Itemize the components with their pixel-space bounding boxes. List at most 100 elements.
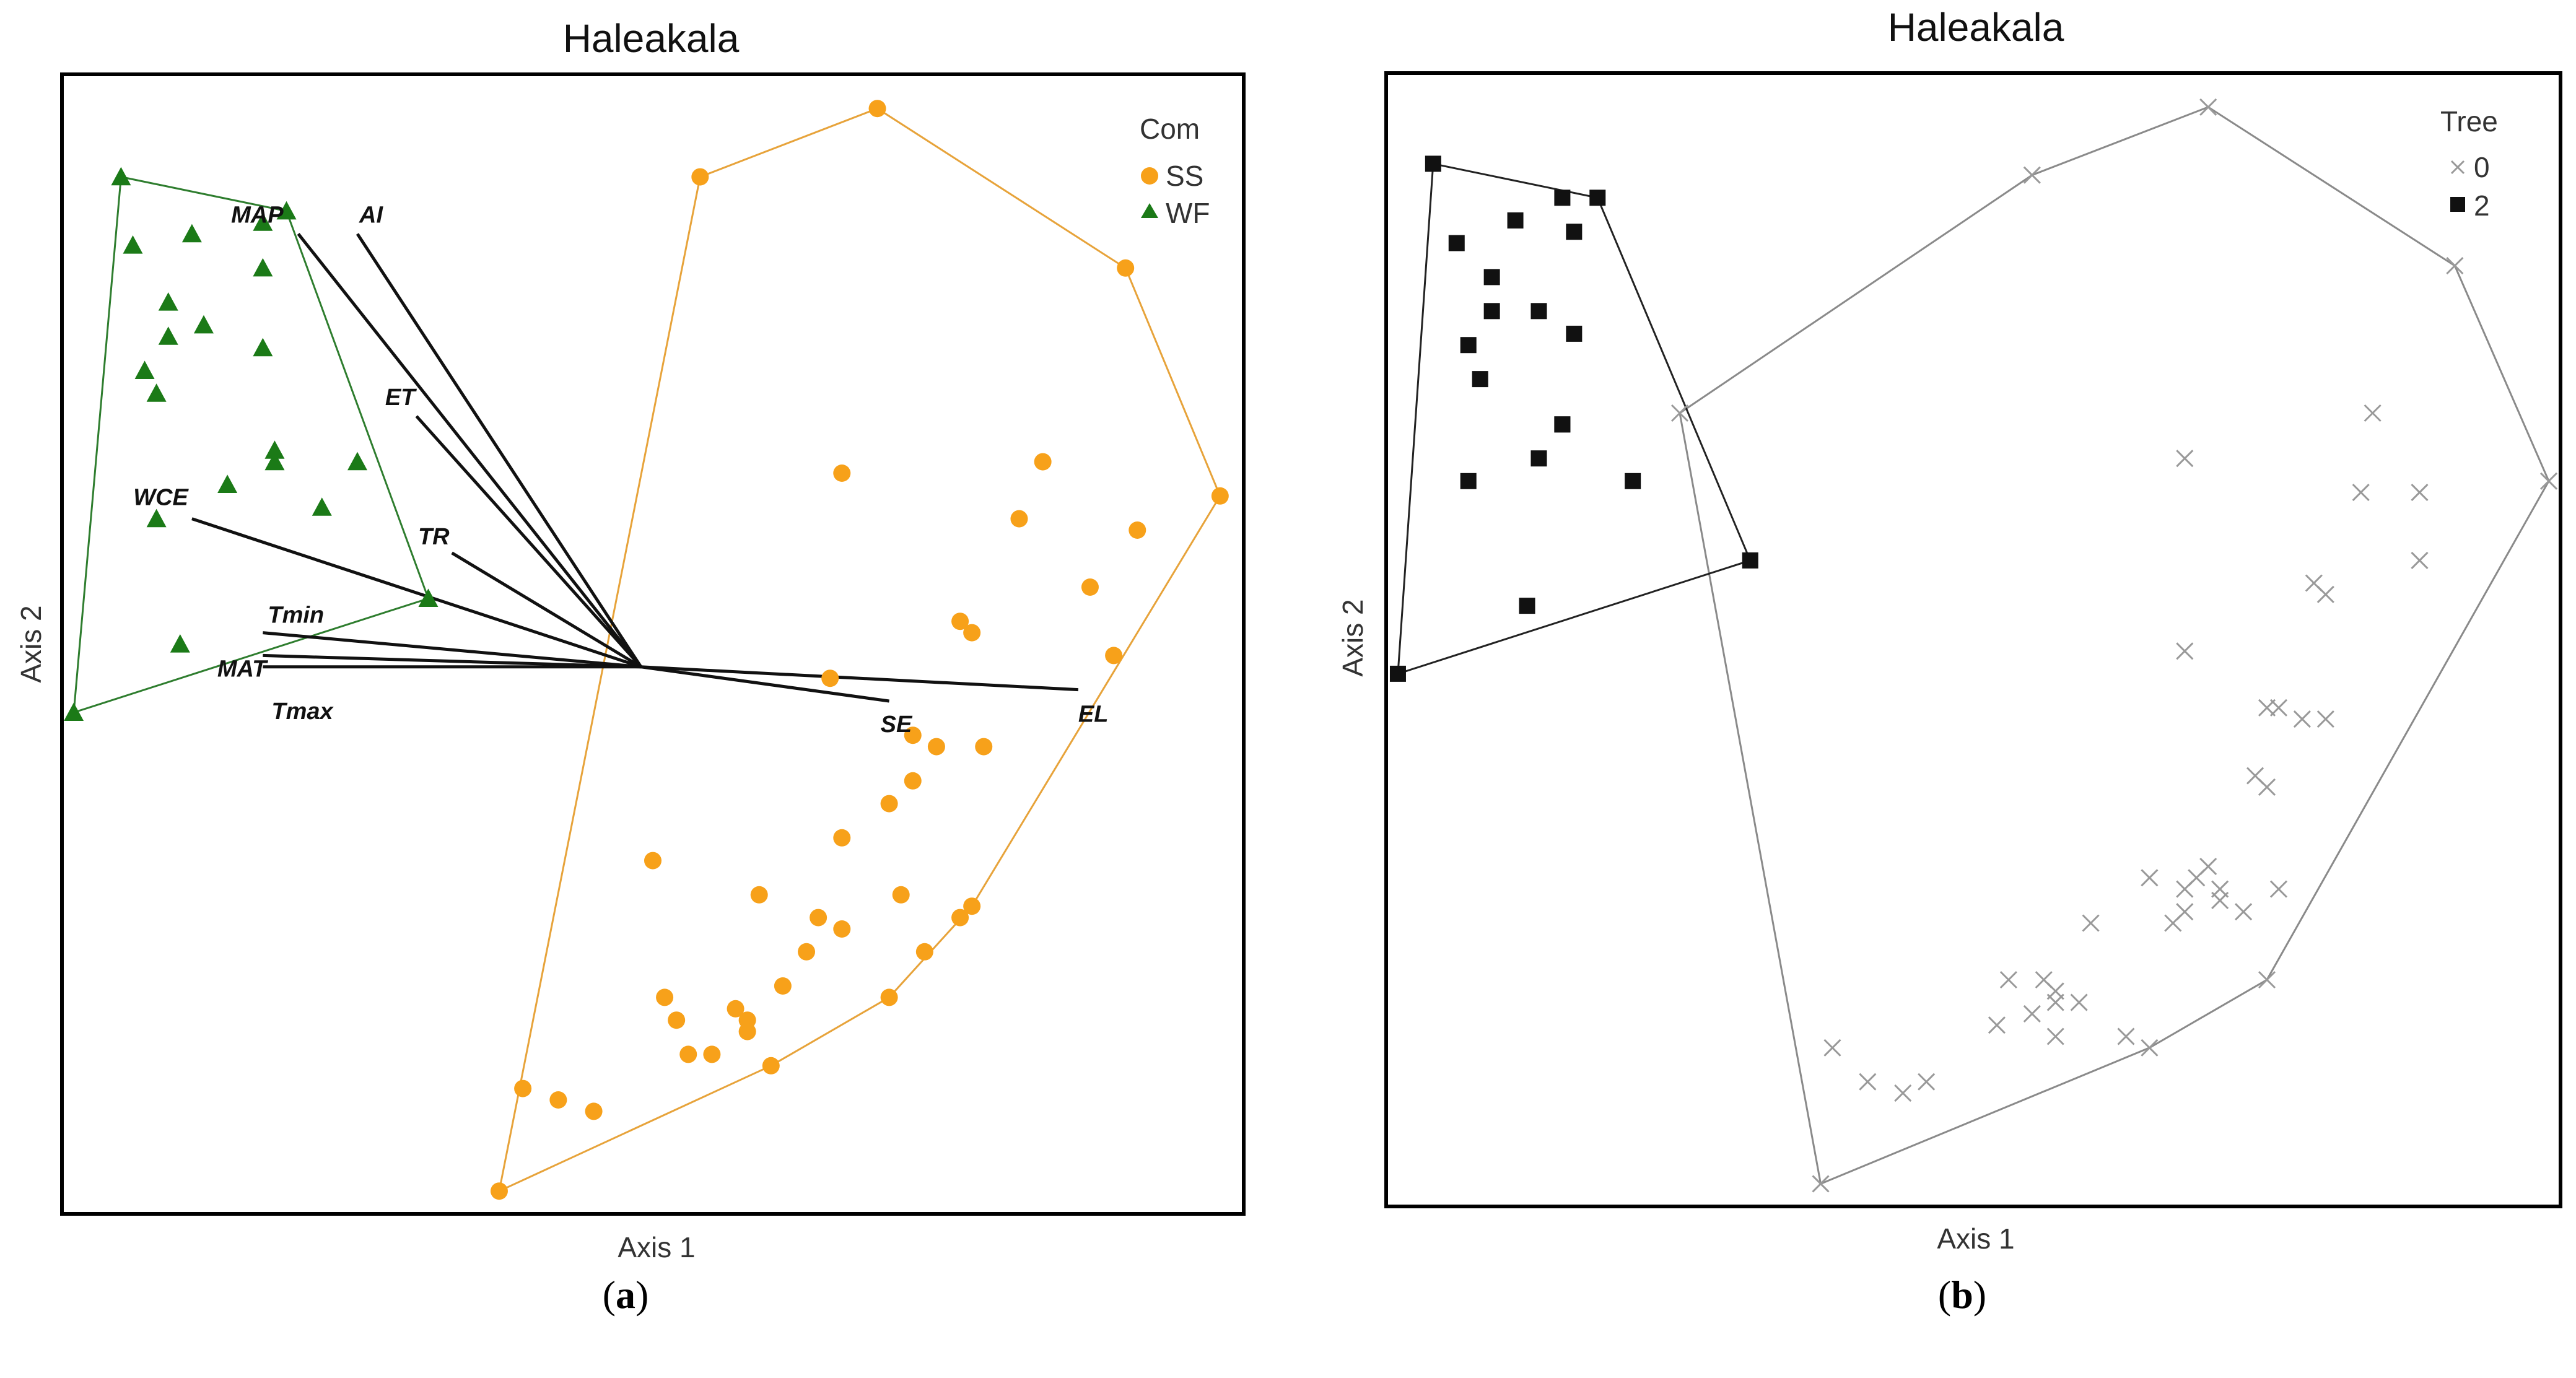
point-0-2 — [2446, 257, 2464, 275]
point-0-32 — [2023, 1005, 2041, 1023]
point-wf-8 — [158, 326, 178, 345]
point-2-3 — [1507, 212, 1524, 229]
panel-a-vectors — [191, 233, 1079, 703]
point-ss-3 — [1211, 487, 1229, 505]
point-ss-34 — [738, 1023, 756, 1040]
point-0-45 — [1670, 404, 1689, 422]
panel-a-hulls — [72, 107, 1221, 1193]
point-wf-17 — [146, 508, 167, 528]
panel-b-legend-title: Tree — [2440, 105, 2498, 137]
panel-b-x-axis-label: Axis 1 — [1937, 1223, 2014, 1255]
point-wf-20 — [64, 702, 84, 721]
legend-label-wf: WF — [1166, 197, 1210, 229]
vector-tmin — [263, 631, 642, 669]
point-2-11 — [1472, 371, 1488, 388]
vector-label-wce: WCE — [133, 485, 189, 511]
hull-wf — [72, 175, 430, 714]
point-ss-33 — [703, 1045, 721, 1063]
point-0-26 — [2235, 903, 2253, 921]
point-0-28 — [2082, 914, 2100, 932]
panel-a-title: Haleakala — [563, 16, 740, 61]
vector-el — [640, 665, 1079, 692]
panel-b-points — [1389, 98, 2558, 1193]
point-ss-17 — [880, 795, 898, 813]
point-ss-31 — [727, 1000, 744, 1018]
point-0-6 — [2352, 484, 2370, 502]
point-ss-26 — [915, 943, 933, 961]
point-2-18 — [1742, 552, 1758, 569]
point-ss-4 — [1034, 453, 1052, 471]
point-wf-12 — [347, 451, 367, 471]
vector-se — [640, 665, 889, 703]
vector-label-tmax: Tmax — [271, 699, 334, 725]
point-ss-7 — [1010, 510, 1028, 528]
point-0-38 — [1918, 1073, 1936, 1091]
legend-marker-ss — [1141, 167, 1158, 185]
point-wf-7 — [193, 315, 214, 334]
point-wf-1 — [276, 201, 297, 220]
vector-label-el: EL — [1078, 702, 1109, 728]
point-ss-10 — [951, 613, 969, 630]
point-ss-38 — [514, 1079, 532, 1097]
legend-marker-wf — [1141, 203, 1158, 218]
point-ss-22 — [810, 909, 827, 927]
point-0-27 — [2269, 880, 2288, 898]
panel-a-x-axis-label: Axis 1 — [618, 1231, 695, 1263]
legend-marker-2 — [2450, 197, 2465, 212]
point-ss-11 — [963, 624, 981, 642]
point-2-1 — [1589, 190, 1606, 206]
point-0-13 — [2269, 699, 2288, 717]
point-wf-9 — [253, 338, 273, 357]
point-ss-2 — [1117, 259, 1135, 277]
point-wf-13 — [264, 451, 285, 471]
vector-label-tmin: Tmin — [268, 603, 324, 629]
point-0-30 — [1999, 970, 2017, 989]
point-0-11 — [2176, 642, 2194, 660]
point-ss-19 — [750, 886, 768, 904]
point-0-40 — [2117, 1027, 2135, 1045]
point-0-43 — [1823, 1039, 1841, 1057]
point-wf-5 — [123, 235, 143, 254]
point-ss-40 — [549, 1091, 567, 1109]
panel-a-legend: Com SS WF — [1140, 113, 1210, 229]
point-2-2 — [1554, 190, 1571, 206]
point-ss-15 — [975, 738, 993, 756]
panel-a-points — [64, 100, 1229, 1200]
vector-label-mat: MAT — [217, 656, 268, 682]
point-0-36 — [1859, 1073, 1877, 1091]
point-wf-10 — [134, 360, 155, 379]
point-0-23 — [2176, 903, 2194, 921]
vector-mat — [263, 653, 641, 669]
panel-b-y-axis-label: Axis 2 — [1337, 599, 1369, 676]
point-0-4 — [2364, 404, 2382, 422]
point-0-18 — [2141, 869, 2159, 887]
point-ss-28 — [774, 977, 792, 995]
point-ss-16 — [904, 772, 922, 790]
point-ss-21 — [951, 909, 969, 927]
panel-a-y-axis-label: Axis 2 — [15, 605, 47, 682]
point-wf-14 — [264, 440, 285, 459]
legend-label-0: 0 — [2474, 151, 2490, 183]
point-0-41 — [2141, 1039, 2159, 1057]
point-ss-5 — [1129, 521, 1146, 539]
vector-label-ai: AI — [359, 203, 383, 229]
point-2-6 — [1483, 269, 1500, 286]
point-ss-30 — [668, 1011, 686, 1029]
point-wf-3 — [181, 224, 202, 243]
legend-marker-0 — [2450, 160, 2465, 175]
point-ss-37 — [679, 1045, 697, 1063]
vector-label-se: SE — [881, 712, 913, 738]
point-wf-6 — [158, 292, 178, 311]
point-ss-41 — [490, 1182, 508, 1200]
point-0-25 — [2211, 880, 2229, 898]
point-0-17 — [2258, 778, 2276, 796]
vector-wce — [191, 517, 642, 669]
panel-a-label: (a) — [603, 1273, 649, 1317]
point-0-21 — [2199, 857, 2217, 876]
point-2-16 — [1460, 473, 1477, 489]
panel-a-legend-title: Com — [1140, 113, 1200, 145]
legend-label-ss: SS — [1166, 160, 1203, 192]
point-ss-39 — [585, 1102, 603, 1120]
